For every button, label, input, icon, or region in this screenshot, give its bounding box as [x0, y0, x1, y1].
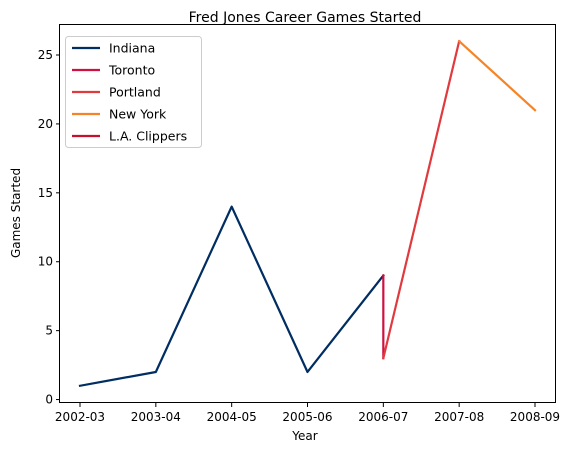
- y-tick-label: 25: [38, 48, 53, 62]
- x-tick-label: 2003-04: [131, 410, 181, 424]
- legend: Indiana Toronto Portland New York L.A. Clipp…: [65, 36, 202, 148]
- y-tick-label: 5: [45, 324, 53, 338]
- x-tick-label: 2008-09: [510, 410, 560, 424]
- series-line-0: [78, 205, 385, 388]
- legend-box: [65, 36, 202, 148]
- series-line-2: [382, 39, 461, 360]
- series-layer: [78, 39, 537, 388]
- x-axis-label: Year: [291, 429, 317, 443]
- x-tick-label: 2007-08: [434, 410, 484, 424]
- plot-frame: [59, 24, 556, 403]
- y-tick-label: 10: [38, 255, 53, 269]
- y-axis-label: Games Started: [9, 168, 23, 258]
- y-tick-label: 0: [45, 393, 53, 407]
- x-tick-label: 2002-03: [55, 410, 105, 424]
- x-axis: 2002-03 2003-04 2004-05 2005-06 2006-07 2007-…: [55, 403, 560, 424]
- x-tick-label: 2004-05: [207, 410, 257, 424]
- legend-label: Portland: [109, 85, 161, 100]
- x-tick-label: 2006-07: [358, 410, 408, 424]
- x-tick-label: 2005-06: [282, 410, 332, 424]
- chart-title: Fred Jones Career Games Started: [189, 10, 422, 26]
- legend-label: Indiana: [109, 41, 155, 56]
- y-axis: 0 5 10 15 20 25: [38, 48, 60, 407]
- legend-label: New York: [109, 107, 167, 122]
- legend-label: Toronto: [108, 63, 155, 78]
- legend-label: L.A. Clippers: [109, 129, 187, 144]
- series-line-3: [457, 39, 537, 112]
- y-tick-label: 15: [38, 186, 53, 200]
- y-tick-label: 20: [38, 117, 53, 131]
